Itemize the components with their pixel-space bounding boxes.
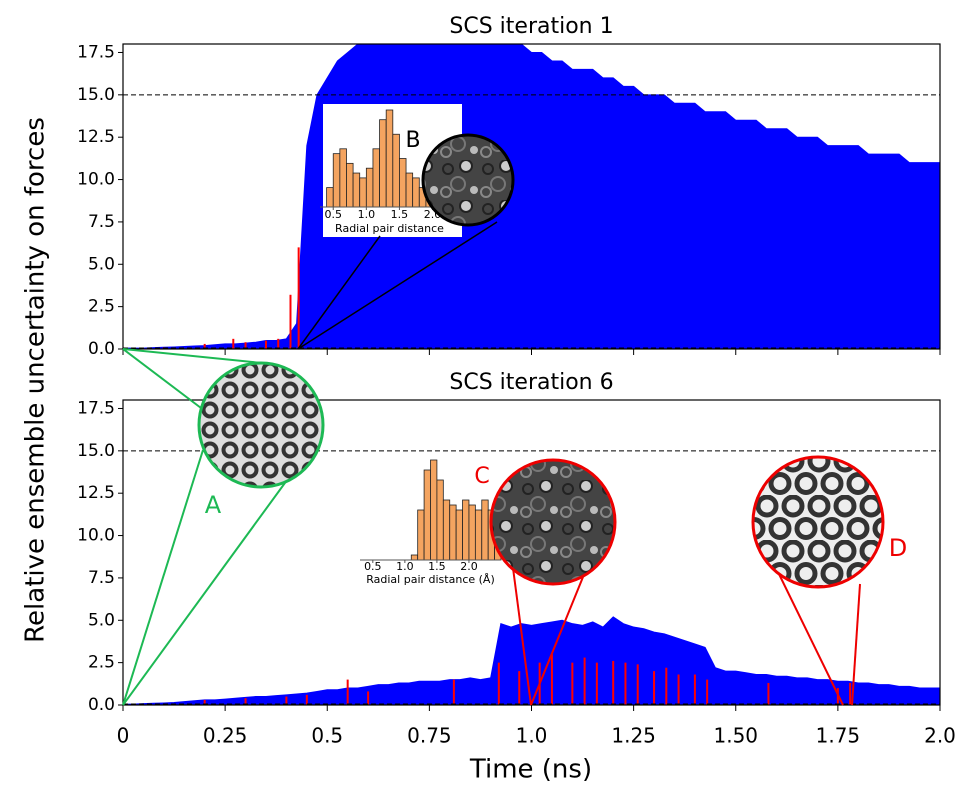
y-tick-label: 12.5: [77, 127, 115, 147]
inset-bar: [365, 167, 374, 208]
inset-tick-label: 2.0: [460, 560, 478, 573]
inset-x-label: Radial pair distance: [335, 222, 444, 235]
inset-label: C: [474, 464, 489, 489]
x-tick-label: 0.75: [407, 724, 452, 748]
inset-bar: [455, 509, 463, 561]
inset-label: B: [405, 128, 420, 153]
inset-bar: [352, 172, 361, 208]
structure-d: [751, 455, 885, 589]
inset-bar: [359, 177, 367, 208]
y-tick-label: 2.5: [88, 653, 115, 673]
structure-b: [421, 133, 515, 227]
connector-a: [122, 348, 291, 706]
connector-cd: [512, 567, 861, 706]
inset-bar: [392, 133, 400, 208]
inset-bar: [399, 158, 407, 208]
inset-bar: [430, 459, 438, 561]
connector-b: [297, 221, 498, 350]
inset-bar: [346, 162, 354, 208]
x-tick-label: 1.50: [713, 724, 758, 748]
frame: [122, 43, 941, 350]
annotation: D: [889, 534, 907, 562]
chart-title: SCS iteration 1: [449, 14, 613, 39]
chart-title: SCS iteration 6: [449, 370, 613, 395]
plot-area: SCS iteration 1 0.0 2.5 5.0 7.5 10.0 12.5 15.0 1…: [77, 14, 956, 748]
x-tick-label: 0: [117, 724, 130, 748]
y-tick-label: 17.5: [77, 42, 115, 62]
y-tick-label: 2.5: [88, 297, 115, 317]
inset-bar: [474, 509, 483, 561]
inset-bar: [436, 479, 444, 561]
inset-bar: [423, 469, 431, 561]
inset-bar: [462, 499, 470, 561]
x-tick-label: 0.5: [311, 724, 343, 748]
y-tick-label: 15.0: [77, 85, 115, 105]
inset-bar: [481, 499, 489, 561]
y-tick-label: 0.0: [88, 695, 115, 715]
y-tick-label: 10.0: [77, 526, 115, 546]
annotation: A: [205, 491, 222, 519]
inset-tick-label: 0.5: [324, 208, 342, 221]
y-tick-label: 10.0: [77, 170, 115, 190]
structure-a: [197, 361, 325, 489]
y-tick-label: 17.5: [77, 398, 115, 418]
inset-bar: [339, 148, 347, 208]
y-axis-label: Relative ensemble uncertainty on forces: [21, 117, 51, 643]
inset-tick-label: 1.0: [358, 208, 376, 221]
inset-bar: [379, 119, 387, 208]
area: [123, 44, 940, 349]
inset-bar: [372, 148, 380, 208]
inset-bar: [332, 153, 341, 208]
inset-x-label: Radial pair distance (Å): [366, 573, 495, 586]
inset-tick-label: 1.5: [391, 208, 409, 221]
inset-tick-label: 1.0: [396, 560, 414, 573]
x-tick-label: 1.25: [611, 724, 656, 748]
inset-tick-label: 0.5: [364, 560, 382, 573]
inset-bar: [417, 509, 425, 561]
y-tick-label: 12.5: [77, 483, 115, 503]
x-axis-label: Time (ns): [469, 755, 592, 785]
inset-bar: [442, 499, 451, 561]
inset-bar: [449, 504, 457, 561]
y-tick-label: 5.0: [88, 610, 115, 630]
x-tick-label: 2.0: [924, 724, 956, 748]
inset-tick-label: 1.5: [428, 560, 446, 573]
y-tick-label: 0.0: [88, 339, 115, 359]
inset-bar: [326, 187, 334, 208]
y-tick-label: 15.0: [77, 441, 115, 461]
x-tick-label: 1.0: [516, 724, 548, 748]
y-tick-label: 7.5: [88, 212, 115, 232]
inset-bar: [412, 177, 420, 208]
inset-bar: [468, 504, 476, 561]
inset-bar: [405, 172, 414, 208]
structure-c: [489, 458, 617, 586]
y-tick-label: 5.0: [88, 254, 115, 274]
y-tick-label: 7.5: [88, 568, 115, 588]
area: [123, 616, 940, 705]
inset-bar: [385, 109, 394, 208]
x-tick-label: 1.75: [816, 724, 861, 748]
x-tick-label: 0.25: [203, 724, 248, 748]
callouts: B C A D Relative ensemble uncertainty on…: [21, 117, 908, 784]
